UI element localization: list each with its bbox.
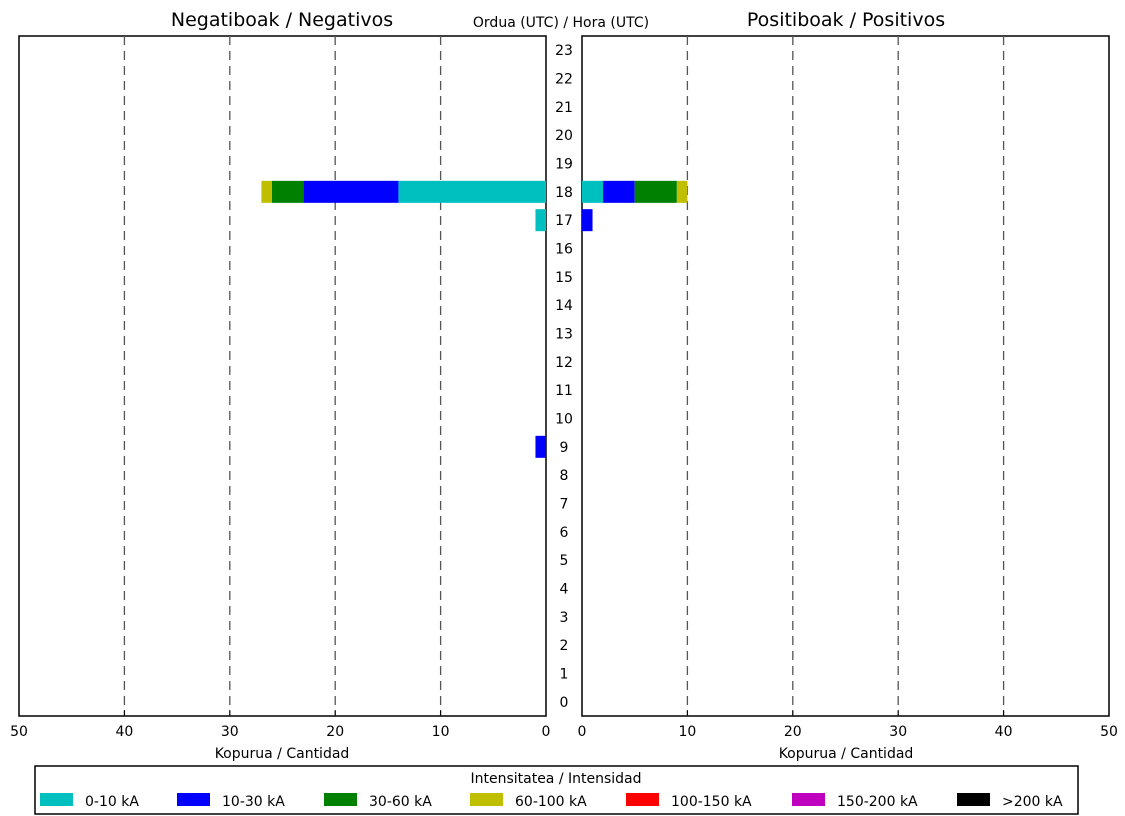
left-bar-h9-1030kA [535,435,546,458]
right-x-tick-label: 50 [1100,724,1118,740]
left-bar-h18-1030kA [303,180,399,203]
hour-tick-label: 23 [555,43,573,59]
hour-tick-label: 8 [560,468,569,484]
hour-tick-label: 6 [560,525,569,541]
right-x-axis-label: Kopurua / Cantidad [779,746,914,762]
hour-tick-label: 4 [560,582,569,598]
hour-tick-label: 2 [560,638,569,654]
right-plot-frame [581,35,1110,717]
legend: Intensitatea / Intensidad 0-10 kA 10-30 k… [34,765,1079,815]
left-bar-h18-010kA [398,180,546,203]
left-x-tick-label: 10 [432,724,450,740]
hour-tick-label: 15 [555,270,573,286]
left-panel-title: Negatiboak / Negativos [171,9,393,31]
hour-tick-label: 21 [555,100,573,116]
hour-tick-label: 7 [560,497,569,513]
legend-label: >200 kA [1002,794,1063,810]
left-plot-frame [18,35,547,717]
hour-tick-label: 11 [555,383,573,399]
legend-swatch [626,793,659,806]
legend-label: 0-10 kA [85,794,139,810]
right-bar-h17-1030kA [582,209,593,232]
legend-swatch [177,793,210,806]
left-x-axis-label: Kopurua / Cantidad [215,746,350,762]
left-bar-h18-60100kA [261,180,272,203]
hour-tick-label: 3 [560,610,569,626]
legend-swatch [324,793,357,806]
legend-label: 10-30 kA [222,794,285,810]
right-bar-h18-010kA [582,180,604,203]
hour-tick-label: 5 [560,553,569,569]
legend-label: 30-60 kA [369,794,432,810]
hour-tick-label: 10 [555,412,573,428]
legend-label: 100-150 kA [671,794,752,810]
left-x-tick-label: 20 [326,724,344,740]
hour-tick-label: 1 [560,667,569,683]
legend-label: 60-100 kA [515,794,587,810]
right-bar-h18-1030kA [603,180,635,203]
left-x-tick-label: 50 [10,724,28,740]
hour-tick-label: 13 [555,327,573,343]
hour-tick-label: 0 [560,695,569,711]
right-x-tick-label: 0 [578,724,587,740]
legend-items: 0-10 kA 10-30 kA 30-60 kA 60-100 kA 100-150 … [40,793,1063,810]
hour-tick-label: 19 [555,157,573,173]
legend-swatch [792,793,825,806]
right-bar-h18-3060kA [634,180,677,203]
right-bar-h18-60100kA [676,180,688,203]
hour-tick-label: 9 [560,440,569,456]
hour-tick-label: 22 [555,72,573,88]
right-x-tick-label: 10 [678,724,696,740]
legend-swatch [40,793,73,806]
legend-label: 150-200 kA [837,794,918,810]
hour-axis-title: Ordua (UTC) / Hora (UTC) [473,15,649,31]
right-x-tick-label: 20 [784,724,802,740]
negatives-plot: 0 10 20 30 40 50 [10,35,551,740]
left-bar-h17-010kA [535,209,546,232]
left-bar-h18-3060kA [271,180,304,203]
legend-swatch [957,793,990,806]
hour-tick-label: 18 [555,185,573,201]
hour-tick-label: 16 [555,242,573,258]
left-x-tick-label: 40 [115,724,133,740]
hour-tick-label: 17 [555,213,573,229]
hour-tick-label: 12 [555,355,573,371]
positives-plot: 0 10 20 30 40 50 [578,35,1118,740]
hour-tick-label: 14 [555,298,573,314]
left-x-tick-label: 0 [542,724,551,740]
hour-tick-label: 20 [555,128,573,144]
right-x-tick-label: 40 [995,724,1013,740]
left-x-tick-label: 30 [221,724,239,740]
legend-swatch [470,793,503,806]
right-panel-title: Positiboak / Positivos [747,9,945,31]
right-x-tick-label: 30 [889,724,907,740]
legend-title: Intensitatea / Intensidad [470,771,641,787]
